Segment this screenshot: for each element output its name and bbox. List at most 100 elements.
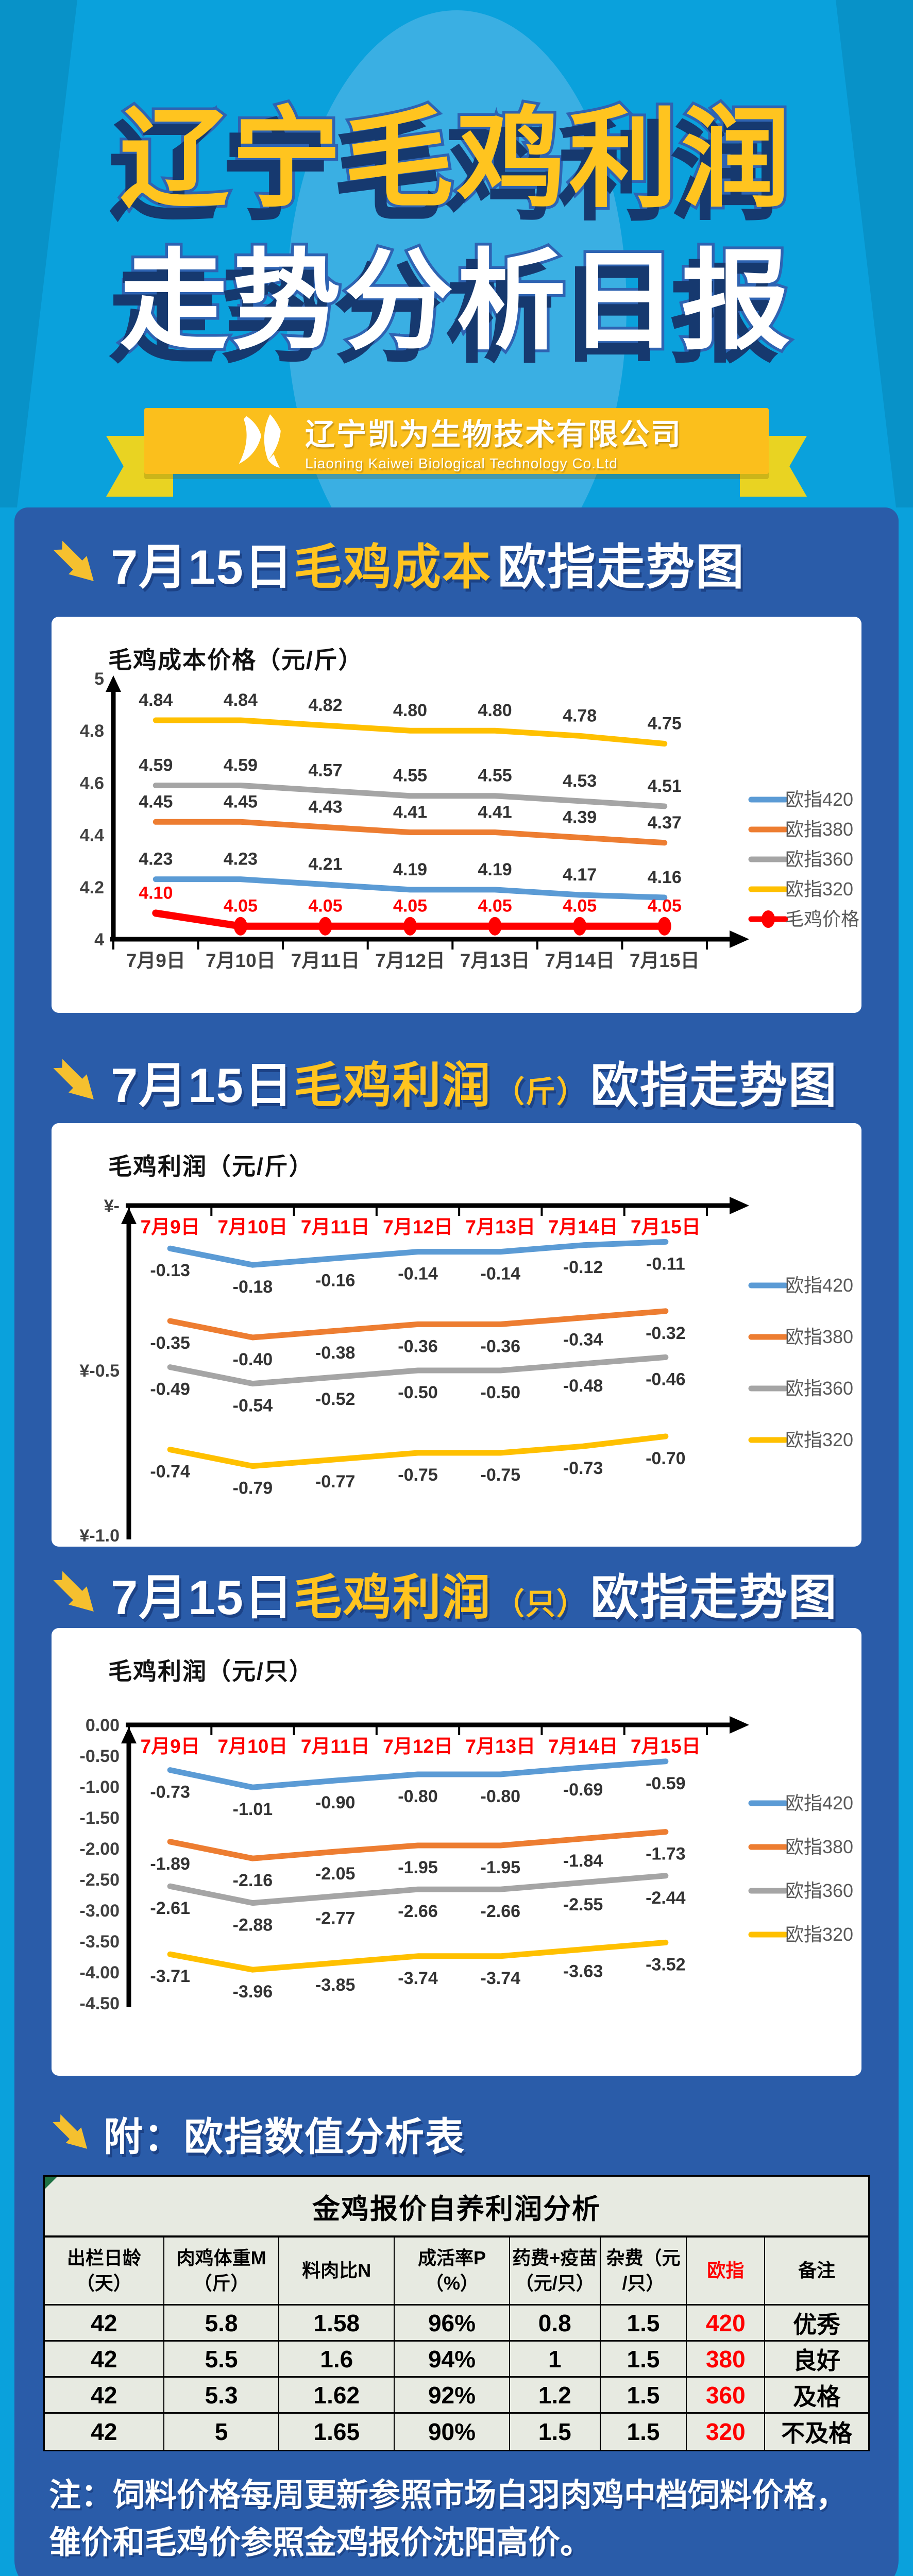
svg-text:-3.96: -3.96	[233, 1982, 273, 2002]
svg-text:4.84: 4.84	[224, 690, 258, 710]
section-topic: 毛鸡利润	[293, 1570, 492, 1624]
svg-text:欧指420: 欧指420	[785, 1275, 853, 1296]
section-date: 7月15日	[111, 540, 294, 594]
table-cell-euro-index: 380	[687, 2342, 766, 2376]
svg-text:-0.38: -0.38	[315, 1343, 356, 1363]
svg-text:5: 5	[94, 669, 104, 689]
svg-text:4.39: 4.39	[563, 808, 597, 827]
svg-text:-2.55: -2.55	[563, 1895, 603, 1914]
table-cell: 1.5	[601, 2342, 687, 2376]
svg-text:4.05: 4.05	[648, 896, 682, 916]
table-cell: 优秀	[793, 2311, 841, 2338]
table-cell: 42	[45, 2414, 164, 2450]
svg-text:4.21: 4.21	[308, 855, 342, 874]
svg-text:7月11日: 7月11日	[301, 1736, 370, 1757]
svg-text:-3.74: -3.74	[398, 1969, 438, 1988]
table-header-cell: 料肉比N	[279, 2238, 395, 2304]
svg-text:4.80: 4.80	[478, 701, 512, 720]
section-suffix: 欧指走势图	[590, 1570, 838, 1624]
svg-text:-3.52: -3.52	[646, 1955, 686, 1974]
svg-text:4.41: 4.41	[478, 803, 512, 822]
arrow-down-right-icon	[53, 1059, 94, 1100]
svg-text:欧指360: 欧指360	[785, 1880, 853, 1901]
svg-text:-0.36: -0.36	[398, 1336, 438, 1356]
table-row: 42 5.8 1.58 96% 0.8 1.5 420 优秀	[45, 2306, 868, 2342]
svg-text:-0.79: -0.79	[233, 1479, 273, 1498]
section-header-profit-jin: 7月15日毛鸡利润 （斤）欧指走势图	[49, 1049, 838, 1114]
table-cell: 1.5	[601, 2414, 687, 2450]
arrow-down-right-icon	[53, 1571, 94, 1612]
table-cell: 不及格	[781, 2420, 853, 2447]
svg-text:7月12日: 7月12日	[383, 1216, 453, 1238]
section-unit	[492, 557, 498, 590]
svg-text:-0.75: -0.75	[398, 1465, 438, 1485]
section-header-cost: 7月15日毛鸡成本 欧指走势图	[49, 531, 745, 596]
svg-text:7月14日: 7月14日	[548, 1216, 618, 1238]
svg-text:-1.00: -1.00	[80, 1777, 120, 1797]
svg-text:-0.80: -0.80	[481, 1787, 521, 1806]
table-cell-euro-index: 320	[687, 2414, 766, 2450]
svg-text:-0.69: -0.69	[563, 1780, 603, 1800]
svg-text:4.80: 4.80	[393, 701, 427, 720]
svg-text:-3.85: -3.85	[315, 1975, 356, 1995]
svg-text:-0.12: -0.12	[563, 1258, 603, 1277]
svg-text:4.55: 4.55	[393, 766, 427, 786]
svg-text:4.8: 4.8	[80, 721, 104, 741]
table-title: 金鸡报价自养利润分析	[45, 2177, 868, 2238]
table-cell-euro-index: 360	[687, 2378, 766, 2412]
svg-text:欧指380: 欧指380	[785, 819, 853, 840]
svg-text:7月10日: 7月10日	[218, 1216, 288, 1238]
section-header-profit-bird: 7月15日毛鸡利润 （只）欧指走势图	[49, 1561, 838, 1626]
svg-text:-0.14: -0.14	[398, 1264, 438, 1284]
table-cell: 5.8	[164, 2306, 280, 2340]
svg-text:-0.80: -0.80	[398, 1787, 438, 1806]
svg-text:-0.73: -0.73	[563, 1459, 603, 1478]
table-cell: 1.62	[279, 2378, 395, 2412]
section-unit: （只）	[494, 1587, 587, 1621]
svg-text:-4.00: -4.00	[80, 1963, 120, 1982]
svg-text:-2.88: -2.88	[233, 1916, 273, 1935]
svg-text:-0.13: -0.13	[150, 1261, 190, 1280]
svg-text:4.6: 4.6	[80, 773, 104, 793]
svg-text:4.53: 4.53	[563, 771, 597, 791]
svg-text:7月14日: 7月14日	[548, 1736, 618, 1757]
svg-text:-0.32: -0.32	[646, 1324, 686, 1343]
svg-text:-0.46: -0.46	[646, 1369, 686, 1389]
svg-text:-1.73: -1.73	[646, 1844, 686, 1864]
svg-text:4.82: 4.82	[308, 696, 342, 715]
svg-text:-1.95: -1.95	[481, 1858, 521, 1877]
svg-text:-1.95: -1.95	[398, 1858, 438, 1877]
svg-text:7月9日: 7月9日	[126, 950, 185, 971]
table-cell: 1.6	[279, 2342, 395, 2376]
svg-text:4.78: 4.78	[563, 706, 597, 725]
svg-text:-0.14: -0.14	[481, 1264, 521, 1284]
svg-text:4.2: 4.2	[80, 878, 104, 897]
table-header-cell: 备注	[798, 2260, 836, 2281]
svg-text:7月15日: 7月15日	[631, 1216, 701, 1238]
svg-text:欧指320: 欧指320	[785, 1924, 853, 1945]
svg-text:¥-1.0: ¥-1.0	[80, 1526, 120, 1546]
svg-text:4.10: 4.10	[139, 883, 173, 903]
svg-text:4.4: 4.4	[80, 826, 104, 845]
svg-text:4.05: 4.05	[478, 896, 512, 916]
svg-text:-0.90: -0.90	[315, 1793, 356, 1812]
table-cell: 1.5	[510, 2414, 601, 2450]
svg-text:-2.00: -2.00	[80, 1839, 120, 1859]
svg-text:-0.16: -0.16	[315, 1270, 356, 1290]
svg-text:4.05: 4.05	[224, 896, 258, 916]
svg-text:-0.11: -0.11	[646, 1254, 685, 1274]
svg-text:4.23: 4.23	[224, 850, 258, 869]
svg-text:欧指360: 欧指360	[785, 1378, 853, 1399]
table-header-cell: 出栏日龄 （天）	[45, 2238, 164, 2304]
svg-text:-0.73: -0.73	[150, 1783, 190, 1802]
svg-text:4.23: 4.23	[139, 850, 173, 869]
svg-text:7月15日: 7月15日	[631, 1736, 701, 1757]
table-cell: 42	[45, 2378, 164, 2412]
svg-text:-0.74: -0.74	[150, 1462, 190, 1482]
svg-text:-2.66: -2.66	[398, 1902, 438, 1921]
svg-text:欧指380: 欧指380	[785, 1326, 853, 1347]
svg-text:欧指420: 欧指420	[785, 1792, 853, 1814]
svg-text:4.59: 4.59	[224, 755, 258, 775]
svg-text:-0.54: -0.54	[233, 1396, 273, 1416]
